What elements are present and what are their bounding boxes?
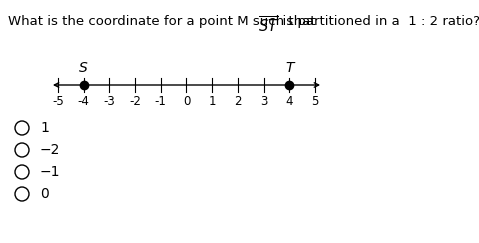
Text: −1: −1 (40, 165, 60, 179)
Text: S: S (80, 61, 88, 75)
Text: 3: 3 (260, 95, 267, 108)
Text: is partitioned in a  1 : 2 ratio?: is partitioned in a 1 : 2 ratio? (274, 15, 479, 28)
Text: 2: 2 (234, 95, 241, 108)
Text: -3: -3 (103, 95, 115, 108)
Text: 1: 1 (40, 121, 49, 135)
Text: 5: 5 (311, 95, 319, 108)
Text: 0: 0 (40, 187, 49, 201)
Text: -5: -5 (52, 95, 64, 108)
Text: T: T (285, 61, 294, 75)
Text: −2: −2 (40, 143, 60, 157)
Text: -4: -4 (78, 95, 90, 108)
Text: 4: 4 (285, 95, 293, 108)
Text: 1: 1 (208, 95, 216, 108)
Text: 0: 0 (183, 95, 190, 108)
Text: -2: -2 (129, 95, 141, 108)
Text: What is the coordinate for a point M such that: What is the coordinate for a point M suc… (8, 15, 324, 28)
Text: -1: -1 (155, 95, 167, 108)
Text: $\overline{ST}$: $\overline{ST}$ (258, 15, 279, 35)
